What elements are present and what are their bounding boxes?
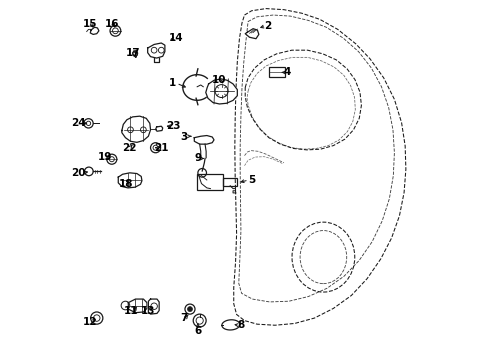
Text: 5: 5 — [247, 175, 255, 185]
Text: 14: 14 — [169, 33, 183, 43]
Polygon shape — [244, 29, 258, 39]
Text: 13: 13 — [140, 306, 155, 316]
Text: 2: 2 — [264, 21, 271, 31]
Text: 12: 12 — [82, 317, 97, 327]
Bar — [268, 67, 285, 77]
Text: 19: 19 — [97, 152, 112, 162]
Text: 4: 4 — [283, 67, 291, 77]
Polygon shape — [205, 79, 237, 104]
Polygon shape — [148, 299, 159, 314]
Polygon shape — [122, 116, 150, 142]
Text: 17: 17 — [126, 48, 141, 58]
Text: 21: 21 — [154, 143, 168, 153]
Polygon shape — [128, 299, 147, 313]
Text: 22: 22 — [122, 143, 136, 153]
Text: 11: 11 — [124, 306, 139, 316]
Circle shape — [187, 307, 192, 312]
Text: 9: 9 — [194, 153, 201, 163]
Text: 10: 10 — [212, 75, 226, 85]
Polygon shape — [118, 173, 142, 188]
Text: 24: 24 — [71, 118, 86, 128]
Text: 3: 3 — [180, 132, 187, 142]
Text: 6: 6 — [194, 325, 201, 336]
Text: 7: 7 — [180, 313, 187, 323]
Text: 16: 16 — [104, 19, 119, 29]
Text: 15: 15 — [82, 19, 97, 29]
Text: 23: 23 — [166, 121, 181, 131]
Text: 1: 1 — [169, 78, 176, 88]
Polygon shape — [147, 43, 164, 58]
Text: 8: 8 — [237, 320, 244, 330]
Text: 18: 18 — [119, 179, 133, 189]
Polygon shape — [90, 27, 99, 35]
Bar — [223, 178, 236, 186]
Text: 20: 20 — [71, 168, 86, 178]
